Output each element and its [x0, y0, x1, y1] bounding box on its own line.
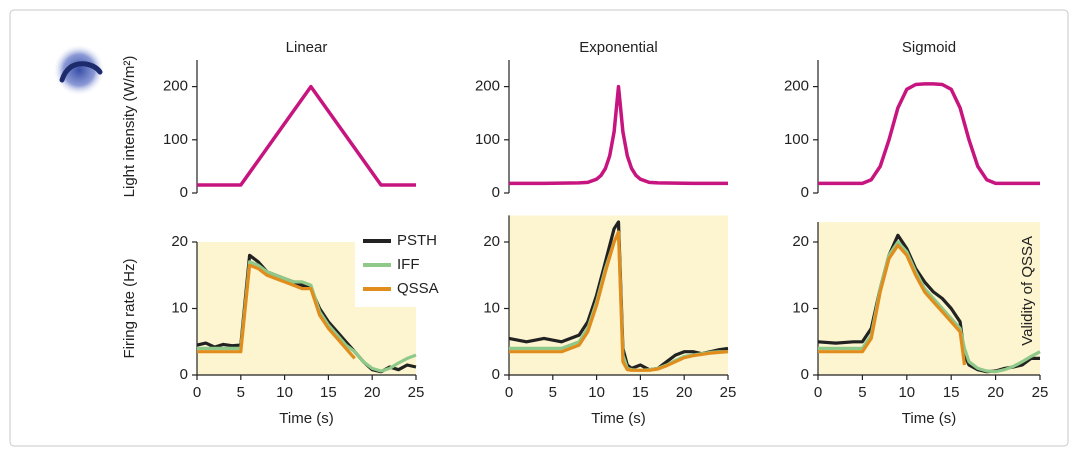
y-tick-label: 200	[784, 78, 809, 95]
y-tick-label: 10	[792, 299, 809, 316]
x-tick-label: 25	[1032, 384, 1049, 401]
y-tick-label: 200	[475, 78, 500, 95]
legend: PSTH IFF QSSA	[355, 227, 455, 307]
y-tick-label: 10	[483, 299, 500, 316]
panel: 0 10 20 0 5 10 15 20 25 Time (s) Firing rate (Hz) P…	[121, 227, 455, 427]
x-tick-label: 25	[720, 384, 737, 401]
y-tick-label: 100	[475, 131, 500, 148]
x-axis-label: Time (s)	[902, 410, 956, 427]
y-tick-label: 20	[483, 233, 500, 250]
panel-title: Sigmoid	[902, 39, 956, 56]
y-tick-label: 0	[801, 366, 809, 383]
intensity-line	[509, 84, 728, 186]
x-tick-label: 10	[276, 384, 293, 401]
y-tick-label: 20	[792, 233, 809, 250]
rate-line	[197, 260, 417, 373]
y-tick-label: 0	[180, 184, 188, 201]
y-tick-label: 0	[492, 366, 500, 383]
x-tick-label: 0	[814, 384, 822, 401]
legend-label: IFF	[397, 256, 420, 273]
y-tick-label: 20	[171, 233, 188, 250]
worm-icon	[53, 44, 105, 96]
legend-label: PSTH	[397, 232, 437, 249]
y-axis-label: Firing rate (Hz)	[121, 258, 138, 358]
y-tick-label: 100	[784, 131, 809, 148]
panel: Linear 0 100 200 Light intensity (W/m²)	[121, 39, 416, 201]
y-tick-label: 100	[163, 131, 188, 148]
x-tick-label: 0	[193, 384, 201, 401]
intensity-line	[818, 82, 1040, 186]
x-tick-label: 5	[858, 384, 866, 401]
panel: 0 10 20 0 5 10 15 20 25 Time (s) Validity of QSSA	[792, 222, 1048, 427]
x-axis-label: Time (s)	[591, 410, 645, 427]
annotation: Validity of QSSA	[1019, 236, 1036, 346]
intensity-line	[197, 84, 416, 187]
panel: 0 10 20 0 5 10 15 20 25 Time (s)	[483, 215, 736, 427]
panel-title: Linear	[286, 39, 328, 56]
x-tick-label: 20	[987, 384, 1004, 401]
x-tick-label: 15	[943, 384, 960, 401]
x-axis-label: Time (s)	[279, 410, 333, 427]
x-tick-label: 10	[588, 384, 605, 401]
y-tick-label: 200	[163, 78, 188, 95]
x-tick-label: 20	[676, 384, 693, 401]
rate-line	[509, 230, 729, 372]
x-tick-label: 10	[898, 384, 915, 401]
legend-label: QSSA	[397, 280, 439, 297]
y-tick-label: 0	[180, 366, 188, 383]
panel: Sigmoid 0 100 200	[784, 39, 1040, 201]
x-tick-label: 5	[237, 384, 245, 401]
y-tick-label: 0	[801, 184, 809, 201]
y-tick-label: 0	[492, 184, 500, 201]
x-tick-label: 0	[505, 384, 513, 401]
rate-line	[818, 243, 967, 366]
x-tick-label: 20	[364, 384, 381, 401]
y-axis-label: Light intensity (W/m²)	[121, 56, 138, 198]
x-tick-label: 5	[549, 384, 557, 401]
x-tick-label: 15	[320, 384, 337, 401]
y-tick-label: 10	[171, 299, 188, 316]
panel-title: Exponential	[579, 39, 657, 56]
rate-line	[508, 220, 729, 372]
rate-line	[197, 263, 356, 360]
x-tick-label: 15	[632, 384, 649, 401]
x-tick-label: 25	[408, 384, 425, 401]
panel: Exponential 0 100 200	[475, 39, 728, 201]
